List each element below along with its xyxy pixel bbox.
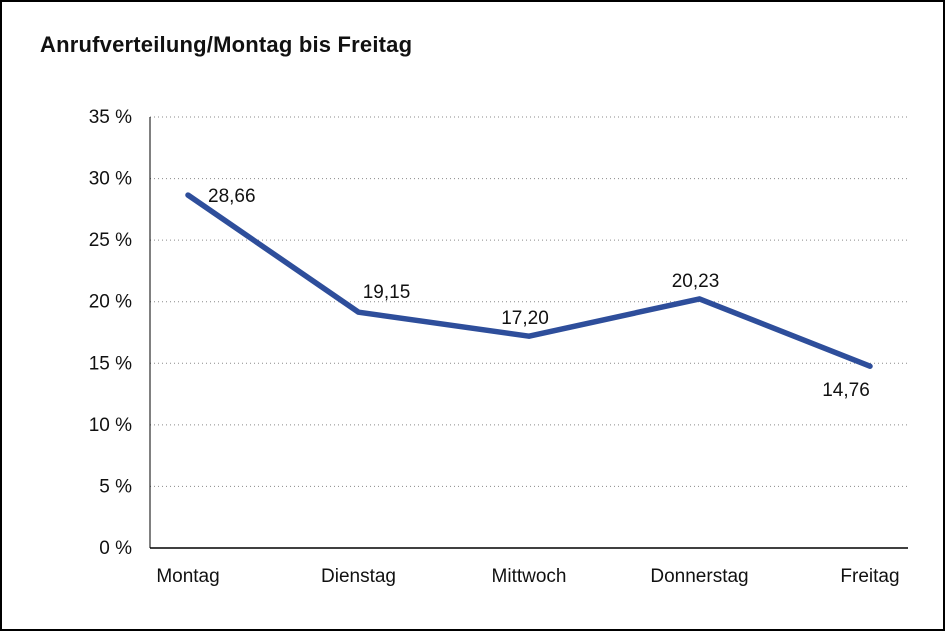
y-axis-tick-label: 30 % [89,169,132,190]
x-axis-tick-label: Freitag [840,566,899,587]
x-axis-tick-label: Dienstag [321,566,396,587]
y-axis-tick-label: 35 % [89,107,132,128]
data-point-label: 20,23 [672,271,720,292]
data-point-label: 14,76 [822,380,870,401]
y-axis-tick-label: 20 % [89,292,132,313]
x-axis-tick-label: Montag [156,566,219,587]
y-axis-tick-label: 15 % [89,353,132,374]
data-point-label: 28,66 [208,186,256,207]
data-point-label: 17,20 [501,308,549,329]
x-axis-tick-label: Mittwoch [492,566,567,587]
x-axis-tick-label: Donnerstag [650,566,748,587]
y-axis-tick-label: 25 % [89,230,132,251]
y-axis-tick-label: 5 % [99,476,132,497]
data-line [185,192,873,369]
y-axis-tick-label: 0 % [99,538,132,559]
y-axis-tick-label: 10 % [89,415,132,436]
data-point-label: 19,15 [363,282,411,303]
chart-title: Anrufverteilung/Montag bis Freitag [40,32,413,57]
